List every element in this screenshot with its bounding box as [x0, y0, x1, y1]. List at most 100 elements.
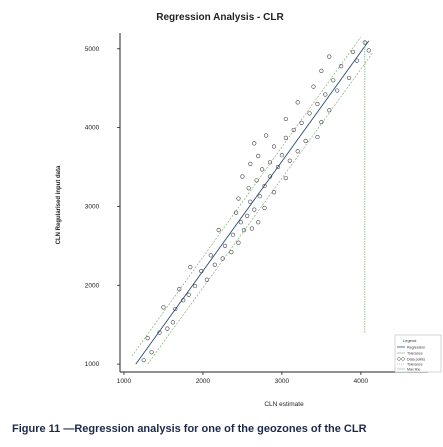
legend-box: [394, 334, 442, 373]
legend-title: Legend: [403, 338, 416, 343]
data-point-8: [181, 298, 186, 303]
legend-tolerance-label: Tolerance: [407, 352, 423, 356]
legend: Legend Regression Tolerance Data points …: [394, 334, 442, 373]
data-point-29: [252, 207, 257, 212]
data-point-15: [212, 262, 217, 267]
data-point-16: [220, 256, 225, 261]
legend-points-label: Data points: [407, 358, 425, 362]
data-point-23: [241, 227, 247, 233]
data-point-60: [327, 108, 332, 113]
data-point-55: [291, 127, 296, 133]
plot-area: 1000 2000 3000 4000 1000 2000 3000 4000 5000: [85, 33, 428, 385]
data-point-12: [204, 277, 209, 282]
tolerance-upper-line: [131, 36, 362, 357]
data-point-33: [257, 194, 262, 199]
data-point-64: [335, 88, 340, 93]
data-point-32: [236, 196, 241, 201]
data-point-27: [245, 213, 250, 219]
data-point-25: [238, 220, 243, 225]
data-point-5: [170, 320, 176, 325]
y-tick-label-0: 1000: [85, 361, 100, 368]
data-point-54: [315, 134, 320, 140]
y-tick-label-4: 5000: [85, 46, 100, 53]
data-point-65: [311, 84, 316, 89]
data-point-3: [157, 330, 162, 335]
data-point-42: [275, 164, 281, 170]
data-point-24: [249, 226, 254, 231]
data-point-71: [327, 54, 332, 59]
data-point-10: [177, 287, 182, 292]
data-point-56: [299, 120, 304, 125]
data-point-67: [346, 75, 352, 81]
x-tick-label-2: 3000: [275, 378, 290, 385]
data-point-39: [267, 174, 273, 179]
data-point-61: [315, 101, 320, 107]
data-point-34: [271, 190, 277, 195]
data-point-36: [262, 183, 267, 189]
data-point-21: [230, 232, 236, 237]
tolerance-lower-line: [147, 52, 374, 365]
data-point-48: [295, 149, 300, 154]
data-point-41: [260, 167, 265, 172]
data-point-57: [319, 119, 324, 125]
legend-points-swatch-2: [401, 357, 405, 361]
data-point-43: [248, 161, 253, 166]
data-point-1: [149, 350, 154, 355]
x-tick-label-0: 1000: [117, 378, 132, 385]
data-point-44: [267, 160, 273, 165]
lines-layer: [131, 36, 374, 365]
data-point-11: [192, 283, 198, 289]
legend-regression-label: Regression: [407, 346, 425, 350]
regression-line: [135, 40, 370, 365]
data-point-0: [141, 358, 146, 363]
data-point-38: [240, 174, 245, 179]
data-point-6: [173, 306, 178, 312]
y-tick-label-1: 2000: [85, 282, 100, 289]
ticks-layer: 1000 2000 3000 4000 1000 2000 3000 4000 5000: [85, 46, 369, 385]
figure-caption: Figure 11 —Regression analysis for one o…: [12, 423, 367, 435]
data-point-58: [283, 116, 288, 122]
data-point-40: [283, 175, 288, 181]
legend-tolerance2-label: Tolerance: [407, 363, 423, 367]
data-point-52: [283, 135, 288, 140]
data-point-13: [199, 268, 204, 274]
data-point-9: [186, 292, 191, 297]
data-point-47: [279, 153, 284, 158]
regression-chart: Regression Analysis - CLR 1000 2000 3000 40…: [56, 12, 442, 408]
data-point-18: [229, 250, 234, 255]
data-point-51: [303, 138, 308, 144]
data-point-59: [307, 111, 312, 116]
data-point-72: [350, 49, 356, 55]
data-point-22: [216, 227, 221, 233]
data-point-53: [264, 133, 269, 138]
data-point-26: [256, 220, 261, 225]
data-point-20: [236, 240, 241, 245]
data-point-28: [233, 210, 239, 215]
data-point-35: [246, 186, 251, 191]
data-point-19: [222, 243, 228, 248]
data-point-69: [339, 64, 344, 69]
y-axis-label: CLN Regularised input data: [56, 165, 62, 244]
data-point-7: [161, 305, 166, 310]
data-point-70: [354, 58, 360, 63]
data-point-46: [256, 153, 261, 159]
data-point-50: [252, 141, 257, 146]
data-point-74: [362, 40, 367, 45]
data-point-62: [295, 100, 300, 105]
data-point-45: [287, 158, 292, 163]
points-layer: [141, 40, 371, 363]
data-point-4: [165, 326, 170, 331]
y-tick-label-3: 4000: [85, 125, 100, 132]
x-axis-label: CLN estimate: [264, 401, 304, 408]
data-point-30: [262, 205, 267, 211]
chart-title: Regression Analysis - CLR: [156, 12, 284, 23]
data-point-63: [323, 92, 328, 97]
data-point-31: [248, 199, 253, 204]
data-point-17: [208, 253, 213, 258]
x-tick-label-1: 2000: [196, 378, 211, 385]
data-point-37: [254, 178, 259, 183]
data-point-66: [331, 78, 336, 83]
legend-points-swatch: [397, 357, 401, 361]
legend-maxline-label: Max line: [407, 368, 420, 372]
y-tick-label-2: 3000: [85, 203, 100, 210]
